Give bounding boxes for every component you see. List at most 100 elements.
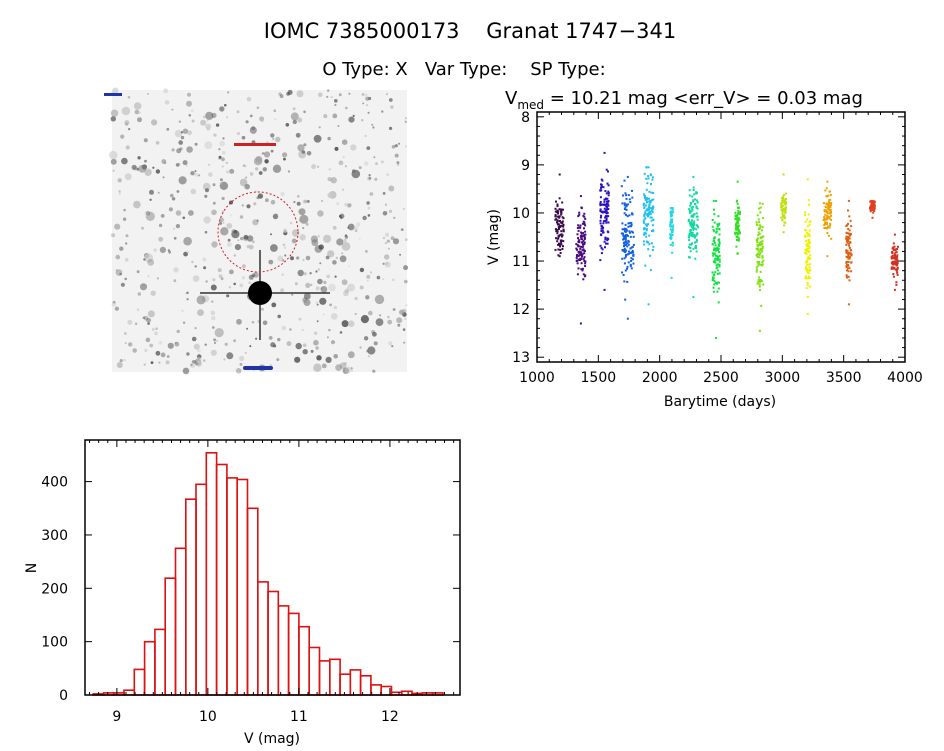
data-point bbox=[807, 250, 810, 253]
data-point bbox=[623, 280, 626, 283]
histogram-bar bbox=[174, 547, 187, 696]
star bbox=[171, 148, 175, 152]
data-point bbox=[651, 210, 654, 213]
data-point bbox=[581, 235, 584, 238]
data-point bbox=[784, 212, 787, 215]
star bbox=[369, 192, 374, 196]
star bbox=[282, 259, 285, 262]
star bbox=[249, 345, 252, 348]
star bbox=[176, 329, 180, 334]
star bbox=[241, 204, 244, 207]
star bbox=[372, 331, 377, 337]
star bbox=[351, 369, 354, 373]
star bbox=[156, 277, 159, 280]
data-point bbox=[756, 223, 758, 226]
star bbox=[296, 90, 304, 98]
data-point bbox=[762, 217, 765, 220]
star bbox=[128, 128, 131, 131]
star bbox=[202, 182, 211, 191]
star bbox=[386, 239, 390, 243]
data-point bbox=[713, 260, 716, 263]
data-point bbox=[556, 220, 559, 223]
data-point bbox=[556, 232, 559, 235]
data-point bbox=[824, 206, 827, 209]
data-point bbox=[715, 264, 718, 267]
data-point bbox=[871, 216, 874, 219]
data-point bbox=[632, 262, 635, 265]
data-point bbox=[848, 244, 851, 247]
data-point bbox=[736, 228, 739, 231]
data-point bbox=[762, 283, 765, 286]
data-point bbox=[605, 212, 608, 215]
data-point bbox=[578, 211, 581, 214]
data-point bbox=[827, 202, 830, 205]
star bbox=[236, 110, 240, 114]
data-point bbox=[650, 219, 653, 222]
data-point bbox=[579, 235, 582, 237]
star bbox=[203, 266, 207, 270]
data-point bbox=[625, 241, 628, 244]
data-point bbox=[605, 221, 608, 224]
data-point bbox=[648, 197, 650, 200]
data-point bbox=[806, 270, 809, 272]
data-point bbox=[824, 189, 827, 192]
histogram-bar bbox=[339, 673, 352, 696]
data-point bbox=[712, 254, 715, 257]
star bbox=[242, 264, 246, 269]
star bbox=[368, 176, 372, 180]
data-point bbox=[580, 253, 583, 256]
data-point bbox=[647, 303, 650, 306]
data-point bbox=[847, 267, 849, 270]
data-point bbox=[606, 239, 609, 242]
data-point bbox=[624, 223, 627, 226]
star bbox=[149, 189, 154, 195]
data-point bbox=[621, 202, 624, 205]
data-point bbox=[869, 200, 872, 203]
star bbox=[359, 267, 365, 273]
data-point bbox=[645, 166, 648, 169]
star bbox=[315, 346, 319, 350]
data-point bbox=[695, 206, 698, 209]
data-point bbox=[626, 175, 629, 178]
data-point bbox=[601, 248, 604, 251]
star bbox=[226, 116, 229, 119]
star bbox=[387, 319, 393, 325]
data-point bbox=[850, 249, 853, 252]
data-point bbox=[713, 221, 716, 224]
star bbox=[341, 279, 348, 286]
star bbox=[246, 327, 249, 330]
star bbox=[166, 355, 170, 358]
star bbox=[384, 203, 388, 206]
data-point bbox=[847, 242, 850, 245]
data-point bbox=[869, 209, 872, 211]
data-point bbox=[715, 199, 718, 202]
star bbox=[150, 290, 156, 296]
data-point bbox=[847, 254, 850, 257]
data-point bbox=[806, 218, 809, 221]
data-point bbox=[806, 284, 809, 287]
data-point bbox=[893, 262, 896, 265]
data-point bbox=[623, 208, 626, 210]
data-point bbox=[643, 197, 646, 200]
data-point bbox=[893, 266, 896, 269]
data-point bbox=[757, 234, 760, 237]
data-point bbox=[895, 283, 898, 286]
star bbox=[302, 349, 308, 355]
data-point bbox=[715, 337, 718, 339]
star bbox=[347, 320, 355, 328]
star bbox=[153, 248, 157, 252]
star bbox=[164, 100, 170, 105]
data-point bbox=[760, 248, 763, 250]
star bbox=[133, 102, 142, 110]
data-point bbox=[806, 312, 809, 315]
star bbox=[133, 200, 141, 209]
star bbox=[363, 336, 369, 341]
data-point bbox=[761, 240, 764, 243]
data-point bbox=[761, 256, 764, 259]
star bbox=[166, 127, 170, 131]
data-point bbox=[846, 269, 848, 272]
star bbox=[316, 355, 322, 361]
star bbox=[339, 255, 347, 263]
data-point bbox=[582, 278, 585, 281]
star bbox=[313, 339, 319, 346]
